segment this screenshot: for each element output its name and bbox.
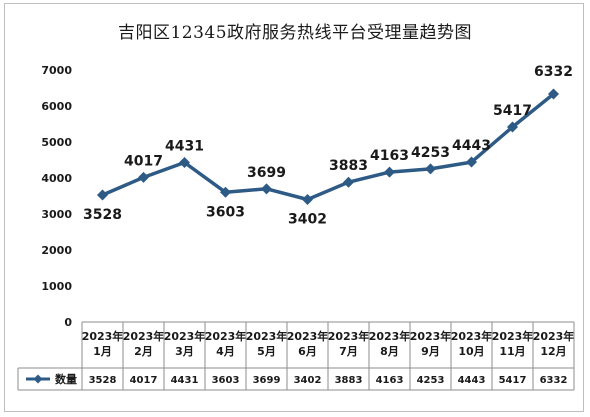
data-point bbox=[261, 183, 272, 195]
y-tick-label: 4000 bbox=[41, 172, 72, 185]
x-tick-label: 2023年 2月 bbox=[123, 329, 165, 358]
x-tick-label: 2023年 9月 bbox=[410, 329, 452, 358]
series-layer bbox=[97, 88, 559, 206]
data-point bbox=[179, 156, 190, 168]
table-value: 3699 bbox=[253, 375, 281, 386]
data-point bbox=[507, 121, 518, 133]
data-label: 4017 bbox=[124, 153, 163, 169]
data-label: 4163 bbox=[370, 148, 409, 164]
data-label: 4431 bbox=[165, 138, 204, 154]
data-point bbox=[343, 176, 354, 188]
data-label: 3528 bbox=[83, 207, 122, 223]
data-label: 3699 bbox=[247, 165, 286, 181]
y-tick-label: 5000 bbox=[41, 136, 72, 149]
table-value: 5417 bbox=[499, 375, 527, 386]
data-label: 5417 bbox=[493, 103, 532, 119]
data-point bbox=[97, 189, 108, 201]
data-label: 3603 bbox=[206, 204, 245, 220]
x-tick-label: 2023年 8月 bbox=[369, 329, 411, 358]
data-point bbox=[302, 194, 313, 206]
x-tick-label: 2023年 1月 bbox=[82, 329, 124, 358]
y-tick-label: 1000 bbox=[41, 280, 72, 293]
x-tick-label: 2023年 3月 bbox=[164, 329, 206, 358]
table-value: 6332 bbox=[540, 375, 568, 386]
data-point bbox=[384, 166, 395, 178]
table-value: 3603 bbox=[212, 375, 240, 386]
data-point bbox=[138, 171, 149, 183]
table-value: 4163 bbox=[376, 375, 404, 386]
table-value: 4443 bbox=[458, 375, 486, 386]
data-label: 3402 bbox=[288, 212, 327, 228]
data-point bbox=[425, 163, 436, 175]
chart-frame bbox=[4, 3, 584, 412]
data-point bbox=[548, 88, 559, 100]
table-value: 4017 bbox=[130, 375, 158, 386]
table-value: 4253 bbox=[417, 375, 445, 386]
table-value: 3528 bbox=[89, 375, 117, 386]
x-tick-label: 2023年 6月 bbox=[287, 329, 329, 358]
x-tick-label: 2023年 10月 bbox=[451, 329, 493, 358]
data-label: 3883 bbox=[329, 158, 368, 174]
data-label: 4443 bbox=[452, 138, 491, 154]
data-label: 6332 bbox=[534, 64, 573, 80]
y-tick-label: 0 bbox=[64, 316, 72, 329]
y-tick-label: 3000 bbox=[41, 208, 72, 221]
y-tick-label: 7000 bbox=[41, 64, 72, 77]
data-point bbox=[220, 186, 231, 198]
series-line bbox=[100, 92, 556, 202]
y-tick-label: 2000 bbox=[41, 244, 72, 257]
data-table: 数量 3528 4017 4431 3603 3699 3402 3883 4163 4253 44… bbox=[17, 321, 575, 391]
legend-label: 数量 bbox=[55, 372, 77, 386]
y-tick-label: 6000 bbox=[41, 100, 72, 113]
data-point bbox=[466, 156, 477, 168]
table-value: 3402 bbox=[294, 375, 322, 386]
x-tick-label: 2023年 12月 bbox=[533, 329, 575, 358]
chart-title: 吉阳区12345政府服务热线平台受理量趋势图 bbox=[117, 23, 473, 43]
x-tick-label: 2023年 7月 bbox=[328, 329, 370, 358]
x-tick-label: 2023年 4月 bbox=[205, 329, 247, 358]
table-value: 3883 bbox=[335, 375, 363, 386]
x-tick-label: 2023年 11月 bbox=[492, 329, 534, 358]
table-value: 4431 bbox=[171, 375, 199, 386]
data-label: 4253 bbox=[411, 145, 450, 161]
legend-marker bbox=[33, 374, 43, 384]
y-axis: 0 1000 2000 3000 4000 5000 6000 7000 bbox=[41, 64, 72, 329]
x-tick-label: 2023年 5月 bbox=[246, 329, 288, 358]
